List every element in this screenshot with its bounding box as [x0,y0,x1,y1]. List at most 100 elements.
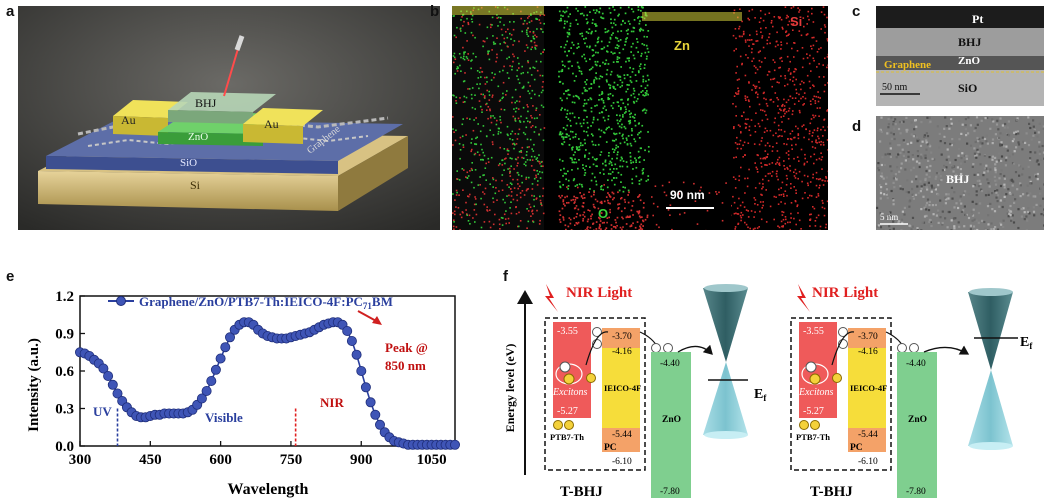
eds-dot [507,46,509,48]
hrtem-grain [912,166,915,169]
eds-dot [638,93,640,96]
eds-dot [517,174,520,176]
hrtem-grain [996,200,999,203]
hrtem-grain [967,193,970,196]
eds-dot [640,52,643,55]
eds-dot [821,179,823,182]
eds-dot [781,225,783,228]
hrtem-grain [982,174,985,177]
eds-dot [568,28,571,31]
eds-dot [815,141,817,143]
hrtem-grain [1015,146,1018,149]
hrtem-grain [953,227,956,230]
eds-dot [609,36,612,39]
eds-dot [583,86,586,89]
hrtem-grain [980,188,983,191]
eds-dot [598,226,601,229]
eds-dot [595,183,598,186]
eds-dot [595,165,598,167]
eds-dot [566,124,569,127]
eds-dot [609,38,612,40]
eds-dot [520,115,522,118]
hrtem-grain [894,173,897,176]
eds-dot [795,189,797,192]
hrtem-grain [986,170,989,173]
eds-dot [575,19,578,21]
eds-dot [503,41,505,44]
eds-dot [528,15,530,18]
eds-dot [501,179,503,182]
eds-dot [575,133,577,136]
eds-dot [818,115,820,117]
hrtem-grain [977,221,980,224]
eds-dot [517,108,520,110]
hrtem-grain [939,199,942,202]
hrtem-grain [938,132,941,135]
eds-dot [508,167,511,170]
eds-dot [808,130,811,132]
eds-dot [583,174,586,176]
eds-dot [585,37,587,40]
eds-dot [596,10,598,12]
hrtem-grain [949,116,952,119]
eds-dot [769,129,772,132]
hrtem-grain [876,202,879,205]
eds-dot [792,80,794,82]
eds-dot [615,227,617,229]
eds-dot [596,158,598,160]
eds-dot [510,34,513,36]
eds-dot [562,203,565,205]
eds-dot [585,102,588,105]
eds-dot [563,20,566,23]
eds-dot [512,115,515,118]
eds-dot [748,19,751,21]
hrtem-grain [971,213,974,216]
eds-dot [596,118,599,121]
eds-dot [631,205,634,207]
hrtem-grain [876,225,879,228]
eds-dot [567,67,570,70]
eds-dot [827,64,828,66]
eds-dot [642,206,645,209]
eds-dot [456,178,458,180]
eds-dot [632,161,635,164]
eds-dot [740,211,743,214]
eds-overlay-map [452,6,544,230]
eds-dot [533,38,536,40]
eds-dot [825,223,827,226]
eds-dot [642,94,644,96]
eds-dot [452,193,454,195]
eds-dot [629,121,632,124]
eds-dot [526,208,528,210]
eds-dot [762,183,764,185]
eds-dot [741,62,743,65]
eds-dot [558,218,561,221]
eds-dot [769,42,771,45]
eds-dot [795,192,797,194]
hrtem-grain [986,178,989,181]
eds-dot [465,56,468,58]
eds-dot [784,112,786,115]
eds-dot [507,153,509,155]
eds-dot [788,157,790,160]
eds-dot [779,16,781,19]
eds-dot [630,94,633,97]
eds-dot [567,170,569,173]
eds-dot [474,196,476,198]
eds-dot [764,164,766,166]
hrtem-grain [945,198,948,201]
hrtem-grain [964,180,967,183]
hrtem-grain [926,135,930,138]
eds-dot [677,192,680,194]
cone-top-ellipse-right [969,288,1013,296]
zno-bottom-right: -7.80 [906,487,926,497]
eds-dot [791,20,793,22]
eds-dot [754,17,756,19]
eds-dot [626,37,628,39]
eds-dot [535,107,538,110]
eds-dot [594,144,597,146]
eds-dot [559,185,561,188]
eds-dot [466,57,469,60]
eds-dot [739,125,741,128]
hrtem-grain [994,167,997,170]
